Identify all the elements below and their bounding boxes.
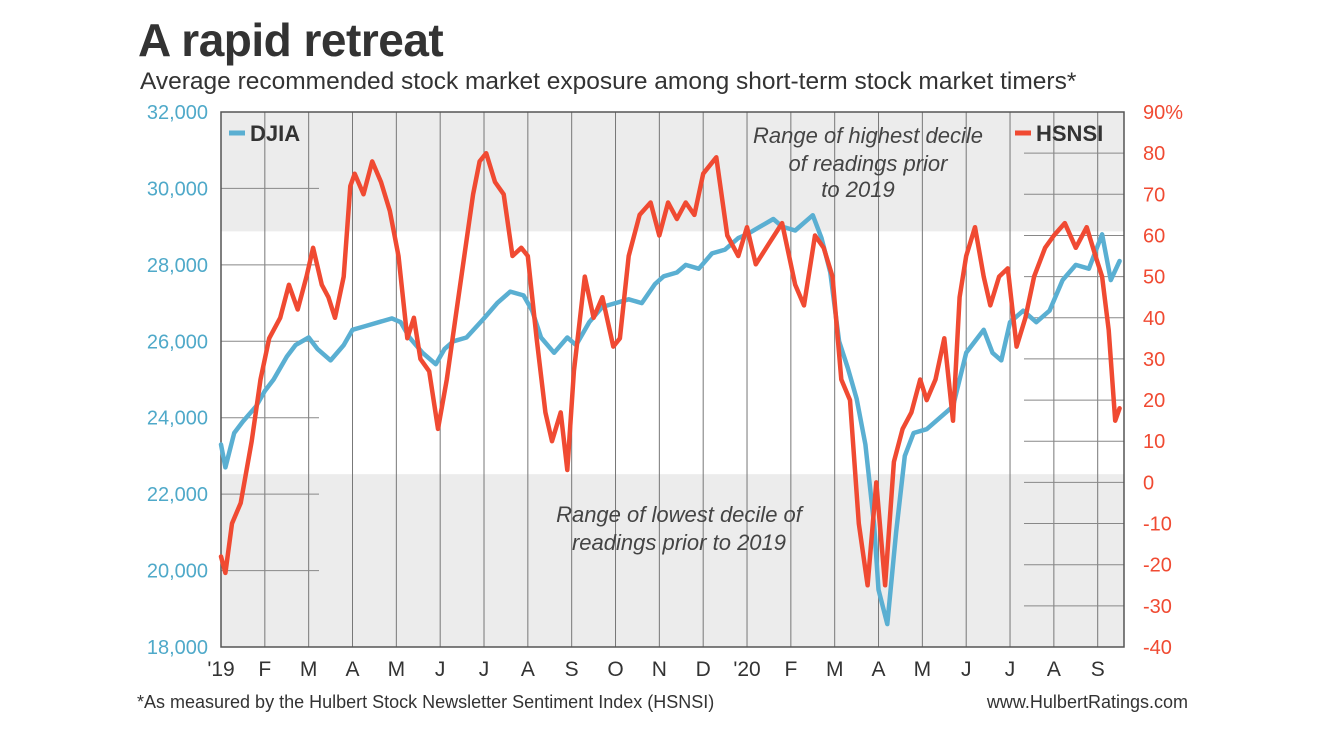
right-axis-tick-label: 20 [1143,390,1165,412]
chart-title: A rapid retreat [138,14,444,66]
x-axis-tick-label: M [826,658,844,681]
lowest-decile-label: Range of lowest decile of [556,502,805,527]
x-axis-tick-label: D [696,658,711,681]
right-axis-tick-label: 90% [1143,102,1183,124]
x-axis-tick-label: M [300,658,318,681]
highest-decile-label: of readings prior [789,151,950,176]
right-axis-tick-label: 10 [1143,431,1165,453]
djia-line [218,212,1122,627]
hsnsi-legend-label: HSNSI [1036,121,1103,146]
x-axis-tick-label: '19 [207,658,234,681]
right-axis-tick-label: 80 [1143,143,1165,165]
left-axis-tick-label: 32,000 [147,102,208,124]
footnote: *As measured by the Hulbert Stock Newsle… [137,692,715,712]
right-axis-tick-label: 30 [1143,349,1165,371]
lowest-decile-band [221,474,1124,647]
highest-decile-label: to 2019 [821,177,894,202]
source-credit: www.HulbertRatings.com [986,692,1188,712]
x-axis-tick-label: J [479,658,490,681]
x-axis-tick-label: J [1005,658,1016,681]
left-axis-tick-label: 18,000 [147,637,208,659]
right-axis-tick-label: -10 [1143,514,1172,536]
chart-subtitle: Average recommended stock market exposur… [140,68,1077,95]
x-axis-tick-label: J [435,658,446,681]
x-axis-tick-label: O [607,658,623,681]
x-axis-tick-label: A [1047,658,1061,681]
x-axis-tick-label: '20 [733,658,760,681]
left-axis-tick-label: 26,000 [147,331,208,353]
right-axis-tick-label: 0 [1143,472,1154,494]
left-axis-tick-label: 20,000 [147,561,208,583]
right-axis-tick-label: -30 [1143,596,1172,618]
x-axis-tick-label: F [784,658,797,681]
right-axis-tick-label: -40 [1143,637,1172,659]
x-axis-tick-label: A [345,658,359,681]
right-axis-tick-label: 40 [1143,308,1165,330]
axis-ticks: 18,000 20,000 22,000 24,000 26,000 28,000 30,0… [147,102,1183,681]
right-axis-tick-label: -20 [1143,555,1172,577]
x-axis-tick-label: N [652,658,667,681]
hsnsi-line [218,150,1122,588]
x-axis-tick-label: A [521,658,535,681]
x-axis-tick-label: F [258,658,271,681]
left-axis-tick-label: 24,000 [147,408,208,430]
right-axis-tick-label: 70 [1143,184,1165,206]
x-axis-tick-label: M [914,658,932,681]
data-series [218,150,1122,627]
left-axis-tick-label: 30,000 [147,178,208,200]
right-axis-tick-label: 50 [1143,267,1165,289]
x-axis-tick-label: J [961,658,972,681]
x-axis-tick-label: S [565,658,579,681]
decile-bands [221,112,1124,647]
plot-frame [220,111,1125,648]
djia-legend-label: DJIA [250,121,300,146]
lowest-decile-label: readings prior to 2019 [572,530,786,555]
right-axis-tick-label: 60 [1143,225,1165,247]
highest-decile-label: Range of highest decile [753,123,983,148]
x-axis-tick-label: S [1091,658,1105,681]
x-axis-tick-label: M [388,658,406,681]
x-axis-tick-label: A [872,658,886,681]
band-annotations: Range of highest decile of readings prior… [556,123,983,555]
legend: DJIA HSNSI [229,121,1103,146]
left-axis-tick-label: 22,000 [147,484,208,506]
left-axis-tick-label: 28,000 [147,255,208,277]
